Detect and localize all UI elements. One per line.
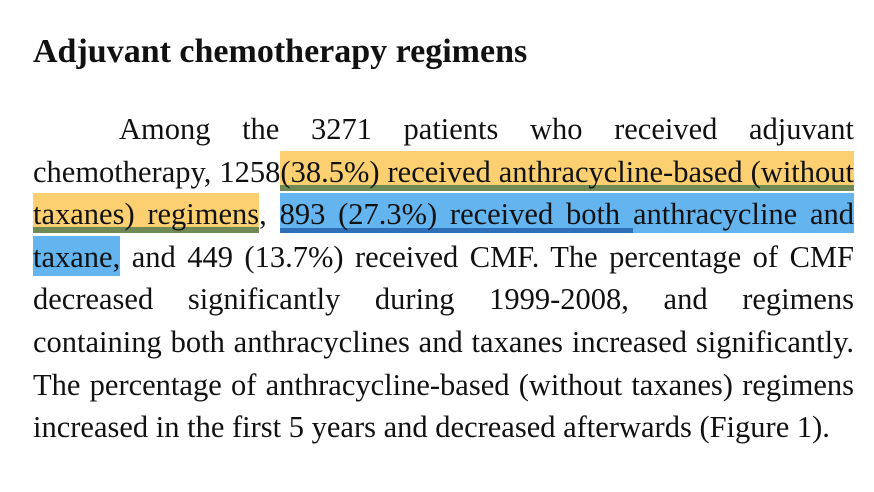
- blue-highlight[interactable]: 893 (27.3%) received both: [279, 193, 633, 234]
- paragraph-text-end: and 449 (13.7%) received CMF. The percen…: [33, 239, 854, 445]
- section-heading: Adjuvant chemotherapy regimens: [33, 33, 528, 70]
- body-paragraph: Among the 3271 patients who received adj…: [33, 108, 854, 449]
- paragraph-text-comma: ,: [259, 197, 280, 232]
- paragraph-text-start: Among the 3271 patients who received adj…: [33, 112, 854, 189]
